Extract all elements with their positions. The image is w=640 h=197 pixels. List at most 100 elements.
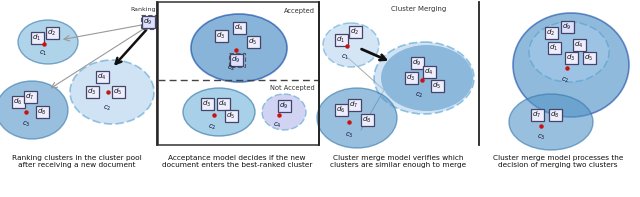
- Text: $d_1$: $d_1$: [337, 35, 346, 45]
- Ellipse shape: [509, 94, 593, 150]
- FancyBboxPatch shape: [348, 99, 360, 111]
- Text: $d_4$: $d_4$: [424, 67, 434, 77]
- FancyBboxPatch shape: [335, 104, 348, 116]
- Text: $d_5$: $d_5$: [433, 81, 442, 91]
- Text: $d_2$: $d_2$: [47, 28, 56, 38]
- FancyBboxPatch shape: [86, 86, 99, 98]
- Text: $d_5$: $d_5$: [113, 87, 123, 97]
- FancyBboxPatch shape: [216, 98, 230, 110]
- Text: $c_3$: $c_3$: [22, 119, 30, 129]
- FancyBboxPatch shape: [335, 34, 348, 46]
- Ellipse shape: [183, 88, 255, 136]
- Text: $d_6$: $d_6$: [13, 97, 22, 107]
- Text: $d_9$: $d_9$: [412, 58, 422, 68]
- Ellipse shape: [18, 20, 78, 64]
- Ellipse shape: [529, 22, 609, 82]
- Text: $c_2$: $c_2$: [227, 63, 236, 73]
- Text: $c_2$: $c_2$: [561, 75, 569, 85]
- FancyBboxPatch shape: [561, 21, 573, 33]
- Ellipse shape: [0, 81, 68, 139]
- Text: $c_1$: $c_1$: [39, 48, 47, 58]
- Text: $d_5$: $d_5$: [227, 111, 236, 121]
- Text: Ranking clusters in the cluster pool
after receiving a new document: Ranking clusters in the cluster pool aft…: [12, 155, 142, 168]
- Ellipse shape: [317, 88, 397, 148]
- Text: $d_3$: $d_3$: [216, 31, 225, 41]
- Text: Cluster merge model processes the
decision of merging two clusters: Cluster merge model processes the decisi…: [493, 155, 623, 168]
- Text: $d_5$: $d_5$: [248, 37, 257, 47]
- Text: Cluster merge model verifies which
clusters are similar enough to merge: Cluster merge model verifies which clust…: [330, 155, 466, 168]
- Text: $d_2$: $d_2$: [547, 28, 556, 38]
- Text: $d_6$: $d_6$: [337, 105, 346, 115]
- Text: $d_3$: $d_3$: [202, 99, 212, 109]
- FancyBboxPatch shape: [45, 27, 58, 39]
- FancyBboxPatch shape: [404, 72, 417, 84]
- Ellipse shape: [262, 94, 306, 130]
- FancyBboxPatch shape: [12, 96, 24, 108]
- Text: $c_1$: $c_1$: [340, 52, 349, 62]
- Ellipse shape: [70, 60, 154, 124]
- Text: $d_7$: $d_7$: [349, 100, 358, 110]
- FancyBboxPatch shape: [422, 66, 435, 78]
- Text: $d_4$: $d_4$: [574, 40, 584, 50]
- Text: $c_3$: $c_3$: [537, 132, 545, 142]
- FancyBboxPatch shape: [349, 26, 362, 38]
- Text: $d_2$: $d_2$: [351, 27, 360, 37]
- Ellipse shape: [513, 13, 629, 117]
- FancyBboxPatch shape: [573, 39, 586, 51]
- Text: $c_2$: $c_2$: [103, 103, 111, 113]
- FancyBboxPatch shape: [31, 32, 44, 44]
- Text: $d_4$: $d_4$: [234, 23, 244, 33]
- Ellipse shape: [374, 42, 474, 114]
- Text: $d_8$: $d_8$: [362, 115, 372, 125]
- FancyBboxPatch shape: [230, 54, 243, 66]
- Text: $c_2$: $c_2$: [415, 90, 423, 100]
- Text: $d_4$: $d_4$: [218, 99, 228, 109]
- FancyBboxPatch shape: [410, 57, 424, 69]
- Text: $d_7$: $d_7$: [26, 92, 35, 102]
- FancyBboxPatch shape: [246, 36, 259, 48]
- FancyBboxPatch shape: [95, 71, 109, 83]
- Text: $d_5$: $d_5$: [584, 53, 593, 63]
- FancyBboxPatch shape: [24, 91, 36, 103]
- FancyBboxPatch shape: [360, 114, 374, 126]
- FancyBboxPatch shape: [232, 22, 246, 34]
- Text: $c_4$: $c_4$: [273, 120, 282, 130]
- Text: Accepted: Accepted: [284, 8, 315, 14]
- FancyBboxPatch shape: [545, 27, 557, 39]
- FancyBboxPatch shape: [582, 52, 595, 64]
- FancyBboxPatch shape: [547, 42, 561, 54]
- Ellipse shape: [191, 14, 287, 82]
- Text: Not Accepted: Not Accepted: [270, 85, 315, 91]
- Text: $d_3$: $d_3$: [406, 73, 415, 83]
- FancyBboxPatch shape: [141, 16, 154, 28]
- Text: $d_8$: $d_8$: [550, 110, 559, 120]
- Text: $d_7$: $d_7$: [532, 110, 541, 120]
- Ellipse shape: [381, 45, 473, 111]
- Text: Ranking: Ranking: [131, 7, 156, 12]
- Text: $d_9$: $d_9$: [232, 55, 241, 65]
- Text: $d_1$: $d_1$: [33, 33, 42, 43]
- FancyBboxPatch shape: [548, 109, 561, 121]
- FancyBboxPatch shape: [531, 109, 543, 121]
- Text: $c_2$: $c_2$: [208, 122, 216, 132]
- Text: $d_4$: $d_4$: [97, 72, 107, 82]
- Text: $d_3$: $d_3$: [88, 87, 97, 97]
- Text: Cluster Merging: Cluster Merging: [392, 6, 447, 12]
- FancyBboxPatch shape: [278, 100, 291, 112]
- Text: $d_1$: $d_1$: [550, 43, 559, 53]
- Text: $c_3$: $c_3$: [345, 130, 353, 140]
- FancyBboxPatch shape: [225, 110, 237, 122]
- FancyBboxPatch shape: [200, 98, 214, 110]
- FancyBboxPatch shape: [35, 106, 49, 118]
- Text: $d_8$: $d_8$: [37, 107, 47, 117]
- FancyBboxPatch shape: [111, 86, 125, 98]
- Text: $d_9$: $d_9$: [563, 22, 572, 32]
- FancyBboxPatch shape: [564, 52, 577, 64]
- FancyBboxPatch shape: [214, 30, 227, 42]
- Text: $d_9$: $d_9$: [143, 17, 152, 27]
- Ellipse shape: [323, 23, 379, 67]
- Text: $d_3$: $d_3$: [566, 53, 575, 63]
- FancyBboxPatch shape: [431, 80, 444, 92]
- Text: $d_9$: $d_9$: [280, 101, 289, 111]
- Bar: [158, 2, 319, 145]
